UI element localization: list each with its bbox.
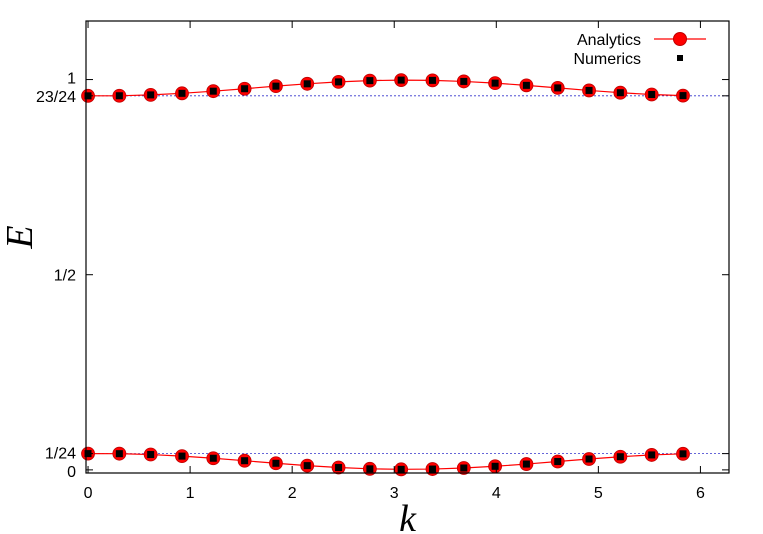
series-lines — [88, 79, 684, 470]
y-tick-label: 1 — [67, 71, 76, 88]
legend-swatch-analytics-marker — [673, 32, 687, 46]
y-tick-label: 1/2 — [54, 268, 76, 285]
numerics-point — [428, 76, 436, 84]
numerics-point — [554, 84, 562, 92]
numerics-point — [272, 82, 280, 90]
numerics-point — [428, 465, 436, 473]
numerics-point — [303, 462, 311, 470]
numerics-point — [178, 452, 186, 460]
numerics-point — [554, 458, 562, 466]
numerics-point — [585, 86, 593, 94]
y-tick-label: 1/24 — [45, 446, 76, 463]
numerics-point — [648, 90, 656, 98]
numerics-point — [491, 462, 499, 470]
plot-frame — [85, 20, 730, 474]
numerics-point — [335, 464, 343, 472]
legend-label-analytics: Analytics — [577, 32, 641, 49]
x-axis-ticks: 0 1 2 3 4 5 6 — [84, 21, 705, 502]
numerics-point — [648, 451, 656, 459]
legend-label-numerics: Numerics — [573, 51, 641, 68]
y-tick-label: 23/24 — [36, 89, 76, 106]
x-tick-label: 6 — [696, 485, 705, 502]
numerics-point — [115, 92, 123, 100]
numerics-point — [679, 92, 687, 100]
numerics-point — [272, 459, 280, 467]
numerics-point — [147, 91, 155, 99]
x-axis-title: k — [399, 498, 417, 534]
numerics-point — [178, 89, 186, 97]
numerics-point — [366, 77, 374, 85]
y-axis-ticks: 01/24 1/2 23/241 — [36, 71, 729, 481]
numerics-point — [522, 81, 530, 89]
numerics-point — [397, 76, 405, 84]
y-axis-title: E — [0, 225, 41, 249]
x-tick-label: 0 — [84, 485, 93, 502]
numerics-point — [147, 451, 155, 459]
legend-swatch-numerics-marker — [677, 55, 683, 61]
legend: Analytics Numerics — [573, 32, 706, 68]
numerics-point — [335, 78, 343, 86]
numerics-point — [209, 87, 217, 95]
numerics-point — [303, 80, 311, 88]
x-tick-label: 4 — [492, 485, 501, 502]
x-tick-label: 1 — [186, 485, 195, 502]
numerics-point — [241, 85, 249, 93]
numerics-point — [616, 453, 624, 461]
numerics-point — [522, 460, 530, 468]
numerics-point — [491, 79, 499, 87]
numerics-point — [241, 457, 249, 465]
y-tick-label: 0 — [67, 464, 76, 481]
reference-lines — [86, 95, 729, 455]
x-tick-label: 5 — [594, 485, 603, 502]
numerics-point — [585, 455, 593, 463]
numerics-point — [460, 77, 468, 85]
numerics-point — [209, 454, 217, 462]
x-tick-label: 3 — [390, 485, 399, 502]
x-tick-label: 2 — [288, 485, 297, 502]
numerics-point — [115, 450, 123, 458]
numerics-point — [366, 465, 374, 473]
numerics-point — [616, 89, 624, 97]
data-markers — [81, 73, 690, 477]
numerics-point — [460, 464, 468, 472]
numerics-point — [397, 465, 405, 473]
numerics-point — [679, 450, 687, 458]
